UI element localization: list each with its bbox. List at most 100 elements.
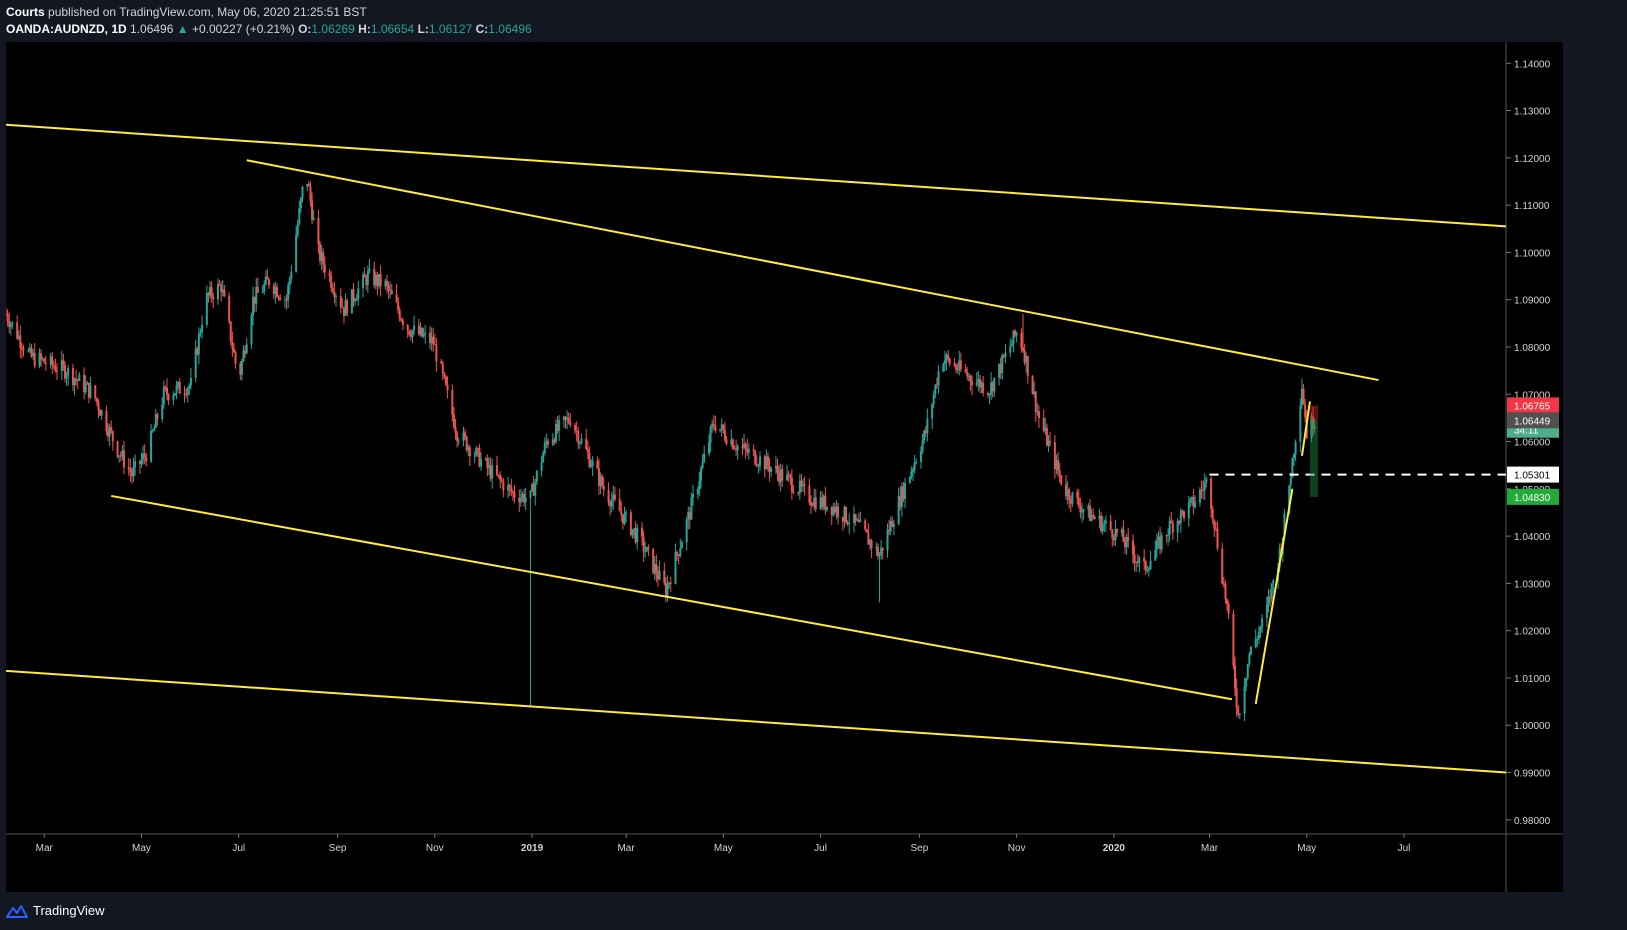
candle-body [1198, 489, 1201, 503]
chart-area[interactable]: 1.14000 1.13000 1.12000 1.11000 1.10000 1.090… [6, 42, 1563, 892]
candle-body [105, 410, 108, 432]
candle-body [220, 284, 223, 292]
candle-body [642, 536, 645, 552]
close-value: 1.06496 [488, 22, 532, 36]
candle-body [1243, 686, 1246, 714]
candle-body [323, 264, 326, 273]
last-price: 1.06496 [130, 22, 174, 36]
candle-body [285, 299, 288, 301]
candle-body [744, 444, 747, 449]
y-tick-label: 1.14000 [1514, 59, 1551, 70]
candle-body [811, 505, 814, 507]
candle-body [134, 461, 137, 468]
price-label-box [1507, 397, 1559, 414]
candle-body [218, 283, 221, 285]
candle-body [435, 344, 438, 362]
candle-body [945, 354, 948, 361]
candle-body [921, 440, 924, 452]
candle-body [679, 548, 682, 556]
candle-body [478, 448, 481, 467]
candle-body [833, 506, 836, 513]
candle-body [1065, 484, 1068, 497]
candle-body [709, 427, 712, 443]
candle-body [1022, 347, 1025, 351]
candle-body [1079, 505, 1082, 513]
price-chart[interactable]: 1.14000 1.13000 1.12000 1.11000 1.10000 1.090… [6, 42, 1563, 892]
candle-body [1055, 460, 1058, 470]
candle-body [725, 439, 728, 444]
candle-body [107, 431, 110, 437]
candle-body [797, 492, 800, 494]
candle-body [935, 384, 938, 386]
candle-body [735, 448, 738, 451]
candle-body [529, 490, 532, 498]
candle-body [145, 456, 148, 462]
candle-body [298, 207, 301, 224]
candle-body [1020, 332, 1023, 348]
candle-body [86, 382, 89, 385]
candle-body [197, 333, 200, 355]
candle-body [245, 344, 248, 354]
tradingview-brand[interactable]: TradingView [6, 903, 105, 918]
candle-body [653, 563, 656, 573]
candle-body [264, 276, 267, 285]
candle-body [121, 450, 124, 456]
candle-body [1058, 470, 1061, 476]
candle-body [880, 547, 883, 556]
x-tick-label: May [132, 843, 151, 854]
chart-header: Courts published on TradingView.com, May… [0, 0, 1627, 40]
candle-body [451, 389, 454, 415]
candle-body [231, 341, 234, 349]
candle-body [755, 464, 758, 466]
candle-body [38, 353, 41, 366]
candle-body [507, 485, 510, 491]
symbol-name[interactable]: OANDA:AUDNZD, 1D [6, 22, 127, 36]
candle-body [540, 462, 543, 471]
candle-body [1259, 627, 1262, 632]
candle-body [813, 497, 816, 506]
candle-body [676, 551, 679, 555]
candle-body [1224, 583, 1227, 600]
candle-body [982, 382, 985, 393]
candle-body [521, 493, 524, 498]
candle-body [841, 517, 844, 522]
candle-body [1269, 596, 1272, 599]
candle-body [417, 325, 420, 335]
candle-body [177, 382, 180, 386]
candle-body [178, 382, 181, 394]
candle-body [596, 460, 599, 469]
candle-body [664, 583, 667, 597]
author-name[interactable]: Courts [6, 5, 45, 19]
candle-body [199, 332, 202, 334]
candle-body [1047, 440, 1050, 446]
candle-body [1245, 678, 1248, 687]
candle-body [1146, 569, 1149, 571]
candle-body [1310, 416, 1313, 438]
y-tick-label: 1.09000 [1514, 296, 1551, 307]
candle-body [1214, 528, 1217, 530]
candle-body [22, 349, 25, 351]
candle-body [333, 291, 336, 297]
candle-body [609, 502, 612, 507]
candle-body [129, 468, 132, 473]
candle-body [331, 288, 334, 292]
candle-body [317, 217, 320, 245]
price-label: 1.04830 [1514, 493, 1551, 504]
candle-body [766, 456, 769, 466]
candle-body [692, 494, 695, 498]
candle-body [1227, 603, 1230, 614]
price-label: 1.05301 [1514, 471, 1551, 482]
candle-body [212, 296, 215, 300]
candle-body [1103, 523, 1106, 525]
candle-body [185, 393, 188, 395]
candle-body [167, 394, 170, 401]
candle-body [955, 365, 958, 370]
x-tick-label: 2019 [521, 843, 544, 854]
candle-body [1178, 521, 1181, 524]
candle-body [731, 439, 734, 449]
candle-body [889, 520, 892, 532]
x-tick-label: Mar [617, 843, 635, 854]
candle-body [768, 465, 771, 472]
candle-body [1202, 489, 1205, 491]
candle-body [1042, 417, 1045, 432]
